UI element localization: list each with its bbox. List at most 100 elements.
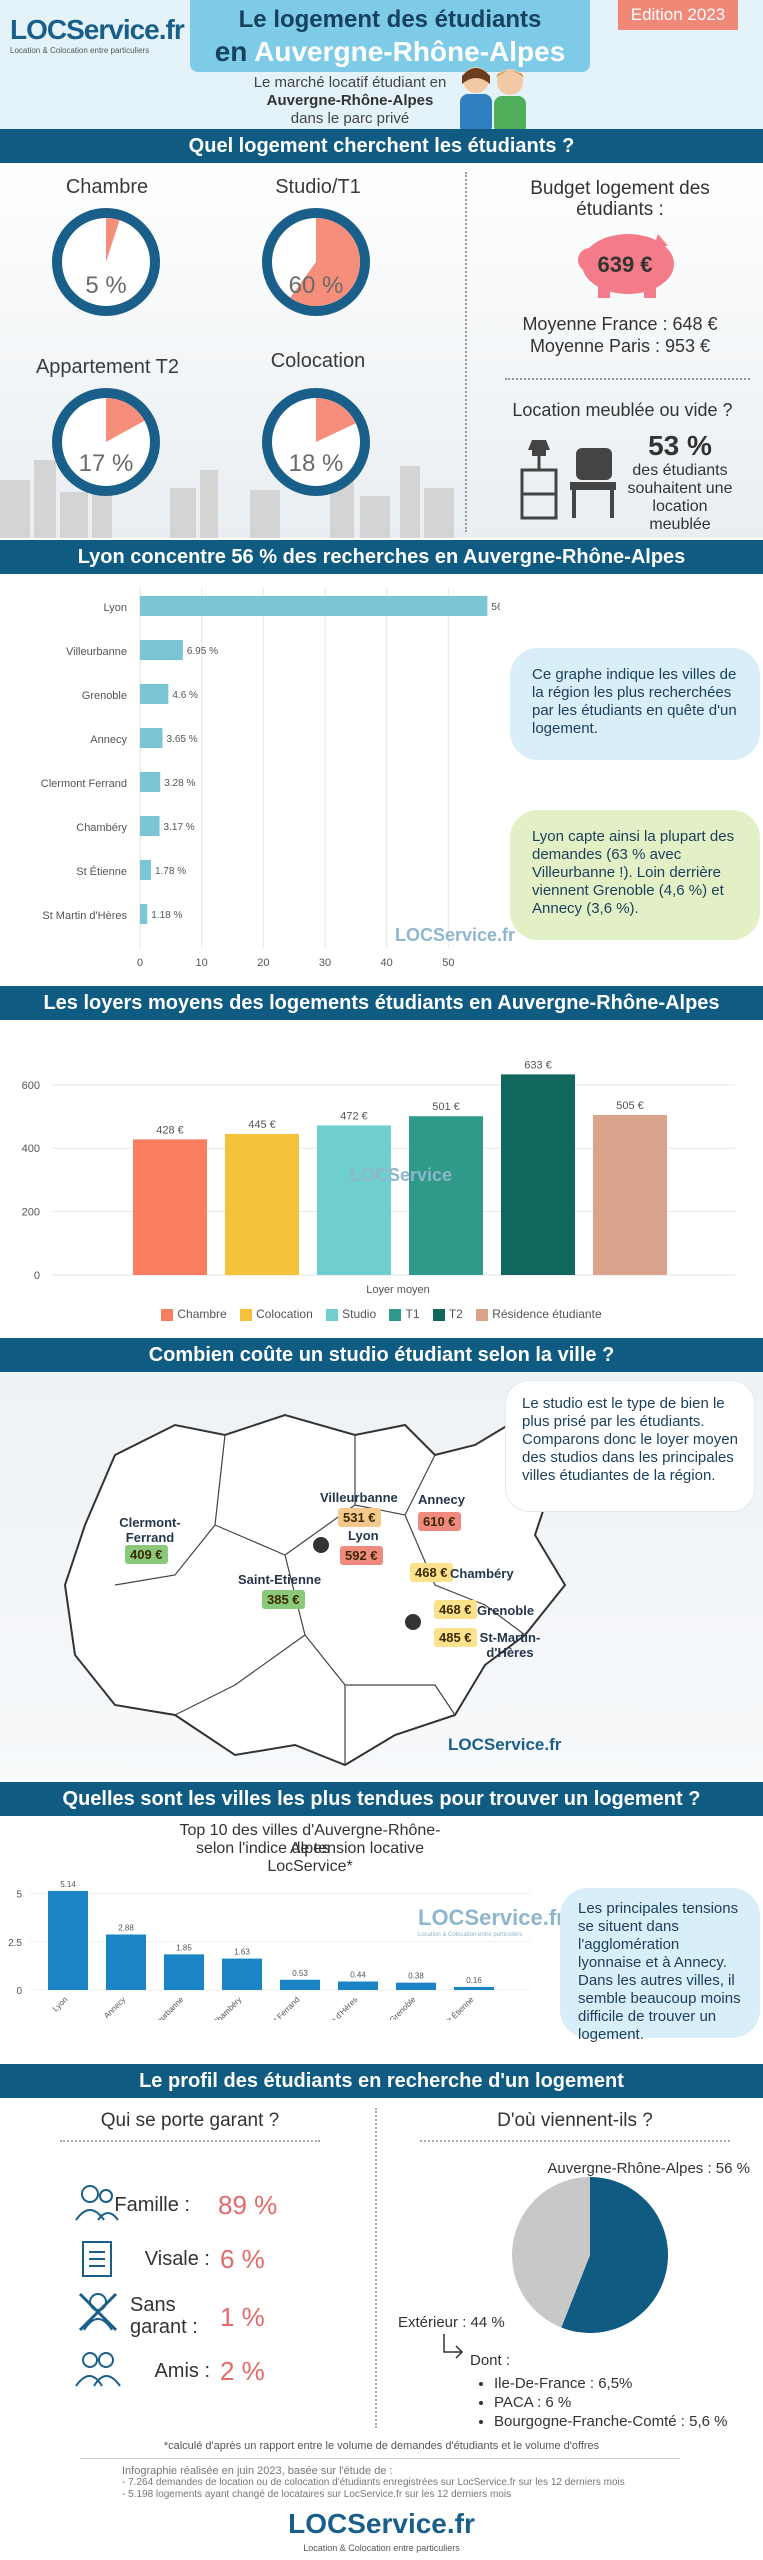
watermark-tension-tag: Location & Colocation entre particuliers <box>418 1932 523 1938</box>
x-tick-label: 30 <box>319 957 331 969</box>
logo-text: LOCService.fr <box>10 14 185 45</box>
section1-divider <box>465 172 467 532</box>
no-guarantor-icon <box>78 2292 118 2332</box>
garant-visale-label: Visale : <box>144 2248 210 2270</box>
category-label: Villeurbanne <box>66 646 127 658</box>
legend-item-t1: T1 <box>389 1307 420 1321</box>
value-label: 3.28 % <box>164 778 195 789</box>
furniture-icon <box>520 440 616 520</box>
value-label: 0.38 <box>408 1972 424 1981</box>
value-label: 1.78 % <box>155 866 186 877</box>
donut-label-studio: Studio/T1 <box>275 176 361 198</box>
map-auvergne-rhone-alpes <box>63 1413 567 1767</box>
city-saint-etienne: Saint-Etienne <box>238 1572 322 1587</box>
value-label: 4.6 % <box>172 690 198 701</box>
piggy-bank-icon <box>578 234 674 298</box>
bar <box>396 1982 436 1990</box>
dont-list: Ile-De-France : 6,5% PACA : 6 % Bourgogn… <box>480 2374 727 2431</box>
x-axis-label: Loyer moyen <box>366 1284 430 1296</box>
watermark-map: LOCService.fr <box>448 1735 562 1754</box>
subtitle-line3: dans le parc privé <box>290 110 410 127</box>
subtitle-line2: Auvergne-Rhône-Alpes <box>266 92 434 109</box>
city-value-annecy: 610 € <box>418 1512 461 1531</box>
garant-famille-label: Famille : <box>114 2194 190 2216</box>
garant-famille-value: 89 % <box>218 2190 278 2220</box>
category-label: Annecy <box>90 734 127 746</box>
donut-value-colocation: 18 % <box>288 450 344 477</box>
pie-slice <box>561 2177 668 2333</box>
subtitle-line1: Le marché locatif étudiant en <box>253 74 447 91</box>
header-logo: LOCService.fr Location & Colocation entr… <box>10 14 185 55</box>
donut-slice <box>106 218 120 262</box>
chart-loyers-moyens: 0 200 400 600 428 € 445 € 472 € 501 € 633 € 505 €… <box>22 1059 735 1296</box>
bar <box>140 816 160 836</box>
value-label: 3.65 % <box>167 734 198 745</box>
garant-sans-value: 1 % <box>220 2302 265 2332</box>
category-label: St Martin d'Hères <box>42 910 127 922</box>
value-label: 3.17 % <box>164 822 195 833</box>
donut-slice <box>106 398 145 442</box>
page-title-line2: en Auvergne-Rhône-Alpes <box>190 36 590 68</box>
garant-sans-label: Sans garant : <box>130 2294 198 2338</box>
budget-title: Budget logement des étudiants : <box>530 178 710 220</box>
garant-title: Qui se porte garant ? <box>100 2110 280 2131</box>
loyers-legend: Chambre Colocation Studio T1 T2 Résidenc… <box>0 1307 763 1321</box>
city-grenoble: Grenoble <box>477 1603 535 1618</box>
legend-item-colocation: Colocation <box>240 1307 313 1321</box>
arrow-icon <box>443 2334 464 2359</box>
tension-chart-title-2: selon l'indice de tension locative LocSe… <box>195 1840 425 1875</box>
y-tick-label: 600 <box>22 1080 40 1092</box>
bar <box>106 1934 146 1990</box>
value-label: 428 € <box>156 1124 184 1136</box>
city-clermont-ferrand: Clermont-Ferrand <box>119 1515 181 1545</box>
garant-visale-value: 6 % <box>220 2244 265 2274</box>
meuble-pct: 53 % <box>648 430 712 461</box>
friends-icon <box>75 2352 121 2387</box>
city-annecy: Annecy <box>418 1492 465 1507</box>
dont-item: PACA : 6 % <box>494 2393 727 2412</box>
category-label: Grenoble <box>82 690 127 702</box>
donut-t2 <box>52 388 160 496</box>
bar <box>140 684 169 704</box>
pie-label-region: Auvergne-Rhône-Alpes : 56 % <box>547 2160 750 2177</box>
value-label: 505 € <box>616 1100 644 1112</box>
bar <box>140 596 488 616</box>
value-label: 5.14 <box>60 1880 76 1889</box>
city-value-clermont: 409 € <box>125 1545 168 1564</box>
section-title-logement: Quel logement cherchent les étudiants ? <box>0 129 763 163</box>
bar <box>140 772 161 792</box>
bar <box>225 1133 299 1275</box>
value-label: 0.53 <box>292 1969 308 1978</box>
dont-label: Dont : <box>470 2352 511 2369</box>
budget-value: 639 € <box>597 252 653 277</box>
city-value-villeurbanne: 531 € <box>338 1508 381 1527</box>
bar <box>501 1074 575 1275</box>
section-title-profil: Le profil des étudiants en recherche d'u… <box>0 2064 763 2098</box>
footer-note: *calculé d'après un rapport entre le vol… <box>163 2440 600 2452</box>
y-tick-label: 2.5 <box>8 1938 22 1949</box>
x-tick-label: 50 <box>442 957 454 969</box>
watermark-villes: LOCService.fr <box>395 925 516 945</box>
bar <box>133 1139 207 1275</box>
profil-divider <box>375 2108 377 2428</box>
donut-label-t2: Appartement T2 <box>35 356 180 378</box>
legend-item-studio: Studio <box>326 1307 376 1321</box>
donut-value-chambre: 5 % <box>85 272 127 299</box>
pie-label-exterieur: Extérieur : 44 % <box>398 2314 505 2331</box>
title-prefix: en <box>214 36 255 67</box>
origin-title: D'où viennent-ils ? <box>497 2110 653 2131</box>
value-label: 1.63 <box>234 1948 250 1957</box>
pie-slice <box>512 2177 590 2328</box>
value-label: 472 € <box>340 1110 368 1122</box>
bar <box>280 1979 320 1990</box>
x-tick-label: 10 <box>196 957 208 969</box>
value-label: 56.34 % <box>491 602 500 613</box>
bar <box>140 860 151 880</box>
donut-studio <box>262 208 370 316</box>
garant-divider <box>60 2140 320 2142</box>
bubble-tension-info: Les principales tensions se situent dans… <box>560 1888 760 2043</box>
footer-source-2: - 7.264 demandes de location ou de coloc… <box>122 2477 625 2488</box>
bar <box>593 1114 667 1275</box>
footer-divider <box>80 2458 680 2459</box>
value-label: 1.18 % <box>151 910 182 921</box>
